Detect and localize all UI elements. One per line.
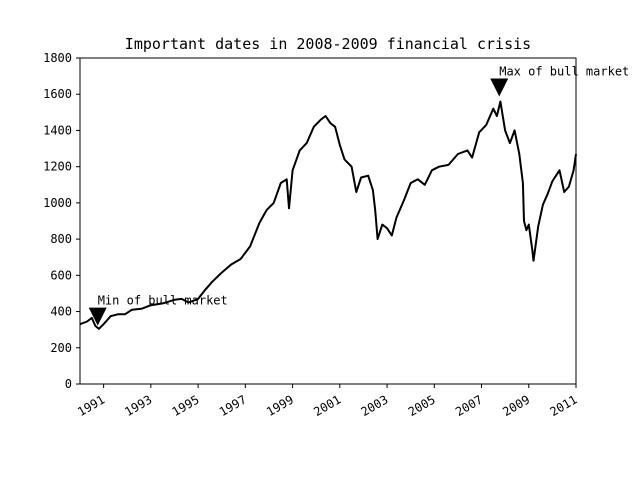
x-tick-label: 2009 (500, 392, 532, 419)
x-tick-label: 2007 (453, 392, 485, 419)
x-tick-label: 1991 (75, 392, 107, 419)
y-tick-label: 1000 (43, 196, 72, 210)
y-axis: 0 200 400 600 800 1000 1200 1400 1600 1800 (43, 51, 80, 391)
series-line (79, 100, 577, 330)
x-tick-label: 1993 (122, 392, 154, 419)
y-tick-label: 1400 (43, 123, 72, 137)
annotation-marker (490, 78, 509, 97)
x-tick-label: 1995 (170, 392, 202, 419)
y-tick-label: 1800 (43, 51, 72, 65)
y-tick-label: 1200 (43, 160, 72, 174)
x-tick-label: 2001 (311, 392, 343, 419)
chart-title: Important dates in 2008-2009 financial c… (125, 35, 531, 53)
y-tick-label: 400 (50, 305, 72, 319)
annotations: Min of bull market Max of bull market (88, 65, 629, 326)
plot-frame (79, 57, 577, 385)
y-tick-label: 200 (50, 341, 72, 355)
annotation-label: Max of bull market (499, 65, 629, 79)
y-tick-label: 600 (50, 268, 72, 282)
plot-area: Min of bull market Max of bull market (79, 57, 629, 385)
x-tick-label: 2011 (547, 392, 579, 419)
y-tick-label: 0 (65, 377, 72, 391)
x-tick-label: 2003 (359, 392, 391, 419)
x-tick-label: 1997 (217, 392, 249, 419)
x-tick-label: 1999 (264, 392, 296, 419)
y-tick-label: 1600 (43, 87, 72, 101)
annotation-marker (88, 307, 107, 326)
y-tick-label: 800 (50, 232, 72, 246)
x-tick-label: 2005 (406, 392, 438, 419)
annotation-label: Min of bull market (98, 294, 228, 308)
x-axis: 1991 1993 1995 1997 1999 2001 2003 2005 2007 2009… (75, 384, 580, 419)
